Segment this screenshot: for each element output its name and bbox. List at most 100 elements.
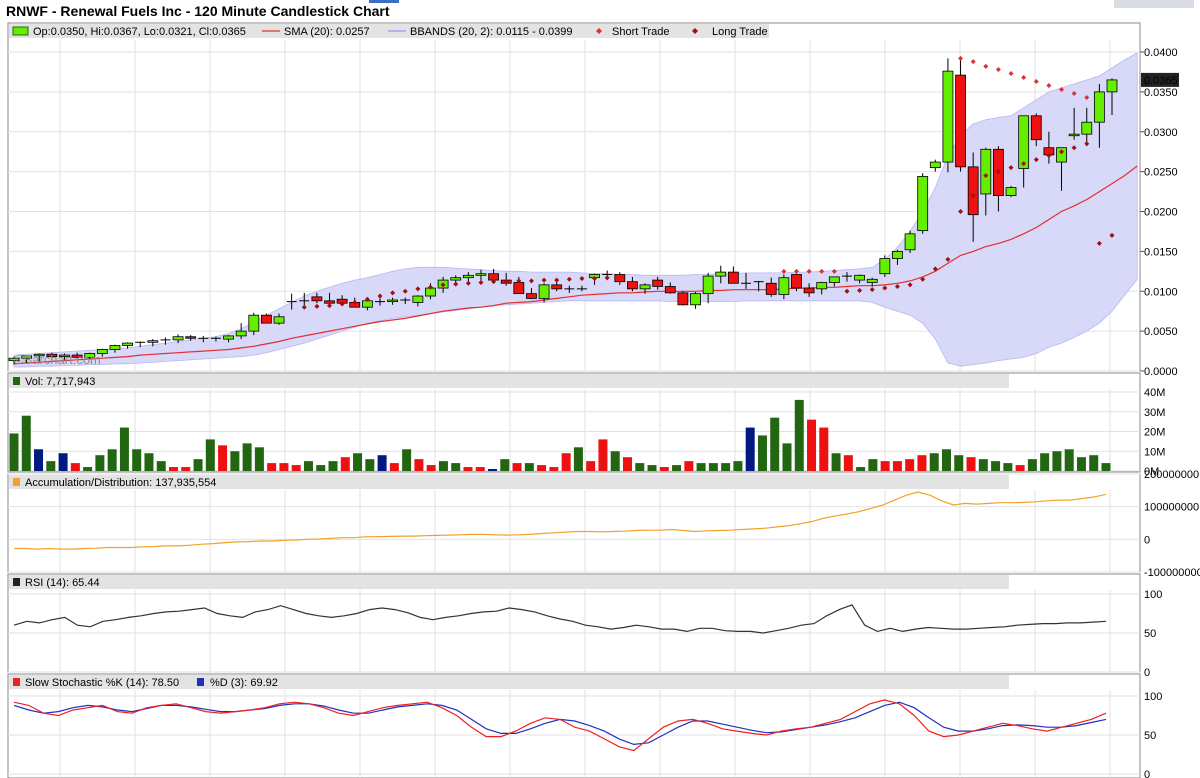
rsi-line xyxy=(13,604,1107,634)
candle-down xyxy=(765,282,777,295)
volume-bar xyxy=(451,463,461,471)
candle-up xyxy=(1068,133,1080,137)
candles xyxy=(8,58,1118,365)
volume-bar xyxy=(132,449,142,471)
volume-bar xyxy=(181,467,191,471)
candle-down xyxy=(955,74,966,168)
volume-tick-label: 20M xyxy=(1144,427,1165,439)
long-trade-marker xyxy=(592,275,598,281)
volume-bar xyxy=(58,453,68,471)
short-trade-marker xyxy=(806,268,812,274)
volume-tick-label: 30M xyxy=(1144,407,1165,419)
price-tick-label: 0.0050 xyxy=(1144,326,1178,338)
volume-bar xyxy=(1052,451,1062,471)
price-tick-label: 0.0250 xyxy=(1144,167,1178,179)
volume-bar xyxy=(488,469,498,471)
volume-bar xyxy=(978,459,988,471)
long-trade-marker xyxy=(1071,145,1077,151)
long-trade-marker xyxy=(932,266,938,272)
candle-up xyxy=(866,278,878,283)
candle-up xyxy=(702,275,714,295)
candle-down xyxy=(652,279,664,287)
candle-down xyxy=(627,281,638,290)
bollinger-band xyxy=(13,52,1138,368)
long-trade-marker xyxy=(491,279,497,285)
volume-bar xyxy=(500,459,510,471)
volume-bar xyxy=(377,455,387,471)
rsi-panel xyxy=(7,573,1141,673)
volume-bar xyxy=(46,461,56,471)
volume-bar xyxy=(414,459,424,471)
short-trade-marker xyxy=(793,268,799,274)
candle-down xyxy=(261,314,272,324)
candle-down xyxy=(551,284,563,290)
sma-line xyxy=(13,165,1138,365)
long-trade-marker xyxy=(440,282,446,288)
long-trade-marker xyxy=(327,303,333,309)
volume-bar xyxy=(733,461,743,471)
candle-down xyxy=(526,293,537,299)
short-trade-marker xyxy=(1084,94,1090,100)
candle-up xyxy=(273,316,285,324)
stoch-k-legend-text: Slow Stochastic %K (14): 78.50 xyxy=(25,677,179,689)
long-trade-marker xyxy=(427,284,433,290)
volume-bar xyxy=(524,463,534,471)
candle-up xyxy=(942,70,954,163)
short-trade-marker xyxy=(1059,86,1065,92)
ad-tick-label: 200000000 xyxy=(1144,469,1199,481)
last-price-label: 0.0365 xyxy=(1144,75,1178,87)
bollinger-band-area xyxy=(13,52,1138,368)
volume-bar xyxy=(389,463,399,471)
long-trade-marker xyxy=(364,296,370,302)
long-trade-marker xyxy=(1059,149,1065,155)
volume-bar xyxy=(635,463,645,471)
ad-panel xyxy=(7,473,1141,573)
volume-bar xyxy=(1101,463,1111,471)
volume-bar xyxy=(794,399,804,471)
ad-tick-label: 0 xyxy=(1144,534,1150,546)
candle-up xyxy=(1018,115,1030,169)
volume-bar xyxy=(144,453,154,471)
volume-bar xyxy=(1064,449,1074,471)
candle-down xyxy=(311,296,323,302)
volume-bar xyxy=(966,457,976,471)
long-trade-swatch xyxy=(692,28,698,34)
candle-up xyxy=(1106,79,1118,93)
candle-up xyxy=(854,274,865,281)
volume-bar xyxy=(193,459,203,471)
candle-up xyxy=(816,282,828,290)
candle-up xyxy=(147,340,159,343)
short-trade-marker xyxy=(995,67,1001,73)
candle-down xyxy=(791,274,802,289)
bbands-legend: BBANDS (20, 2): 0.0115 - 0.0399 xyxy=(410,26,572,38)
candle-up xyxy=(1005,187,1017,196)
rsi-legend: RSI (14): 65.44 xyxy=(9,575,1009,589)
candle-up xyxy=(892,250,903,259)
long-trade-marker xyxy=(465,280,471,286)
volume-bar xyxy=(917,455,927,471)
long-trade-marker xyxy=(377,293,383,299)
volume-bar xyxy=(218,445,228,471)
volume-swatch xyxy=(13,377,20,385)
candle-up xyxy=(929,161,941,169)
long-trade-marker xyxy=(528,278,534,284)
volume-bar xyxy=(169,467,179,471)
stoch-k-swatch xyxy=(13,678,20,686)
long-trade-marker xyxy=(301,304,307,310)
volume-bar xyxy=(684,461,694,471)
rsi-legend-text: RSI (14): 65.44 xyxy=(25,577,100,589)
volume-bar xyxy=(70,463,80,471)
long-trade-marker xyxy=(844,288,850,294)
volume-bar xyxy=(782,443,792,471)
long-trade-marker xyxy=(604,275,610,281)
short-trade-marker xyxy=(958,55,964,61)
long-trade-marker xyxy=(1084,141,1090,147)
volume-bar xyxy=(708,463,718,471)
short-trade-marker xyxy=(781,268,787,274)
volume-bar xyxy=(561,453,571,471)
volume-legend-text: Vol: 7,717,943 xyxy=(25,376,95,388)
long-trade-marker xyxy=(857,287,863,293)
stochastic-panel xyxy=(7,673,1141,778)
sma-legend: SMA (20): 0.0257 xyxy=(284,26,370,38)
ad-swatch xyxy=(13,478,20,486)
